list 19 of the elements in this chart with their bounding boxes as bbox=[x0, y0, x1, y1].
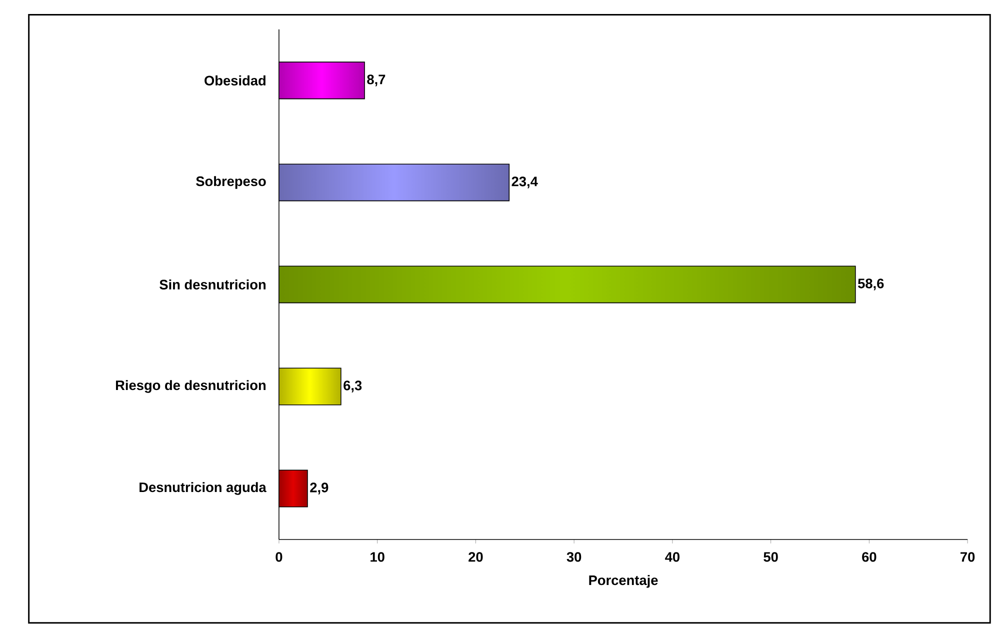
y-tick-label: Desnutricion aguda bbox=[140, 482, 266, 496]
x-axis-title: Porcentaje bbox=[589, 575, 658, 588]
x-tick-label: 10 bbox=[370, 552, 384, 562]
y-tick-label: Sobrepeso bbox=[196, 176, 266, 189]
x-tick-label: 30 bbox=[566, 552, 582, 562]
data-label: 58,6 bbox=[858, 278, 884, 290]
x-tick-label: 50 bbox=[764, 552, 778, 562]
y-tick-label: Riesgo de desnutricion bbox=[116, 380, 266, 393]
data-label: 23,4 bbox=[512, 176, 538, 188]
y-tick-label: Sin desnutricion bbox=[160, 280, 266, 290]
x-tick-label: 20 bbox=[468, 552, 483, 562]
x-tick-label: 70 bbox=[960, 552, 975, 562]
y-tick-label: Obesidad bbox=[204, 76, 266, 86]
data-label: 2,9 bbox=[310, 482, 328, 494]
x-tick-label: 0 bbox=[276, 552, 282, 562]
data-label: 8,7 bbox=[367, 74, 386, 86]
x-tick-label: 60 bbox=[862, 552, 876, 562]
data-label: 6,3 bbox=[344, 380, 362, 392]
x-tick-label: 40 bbox=[665, 552, 680, 562]
